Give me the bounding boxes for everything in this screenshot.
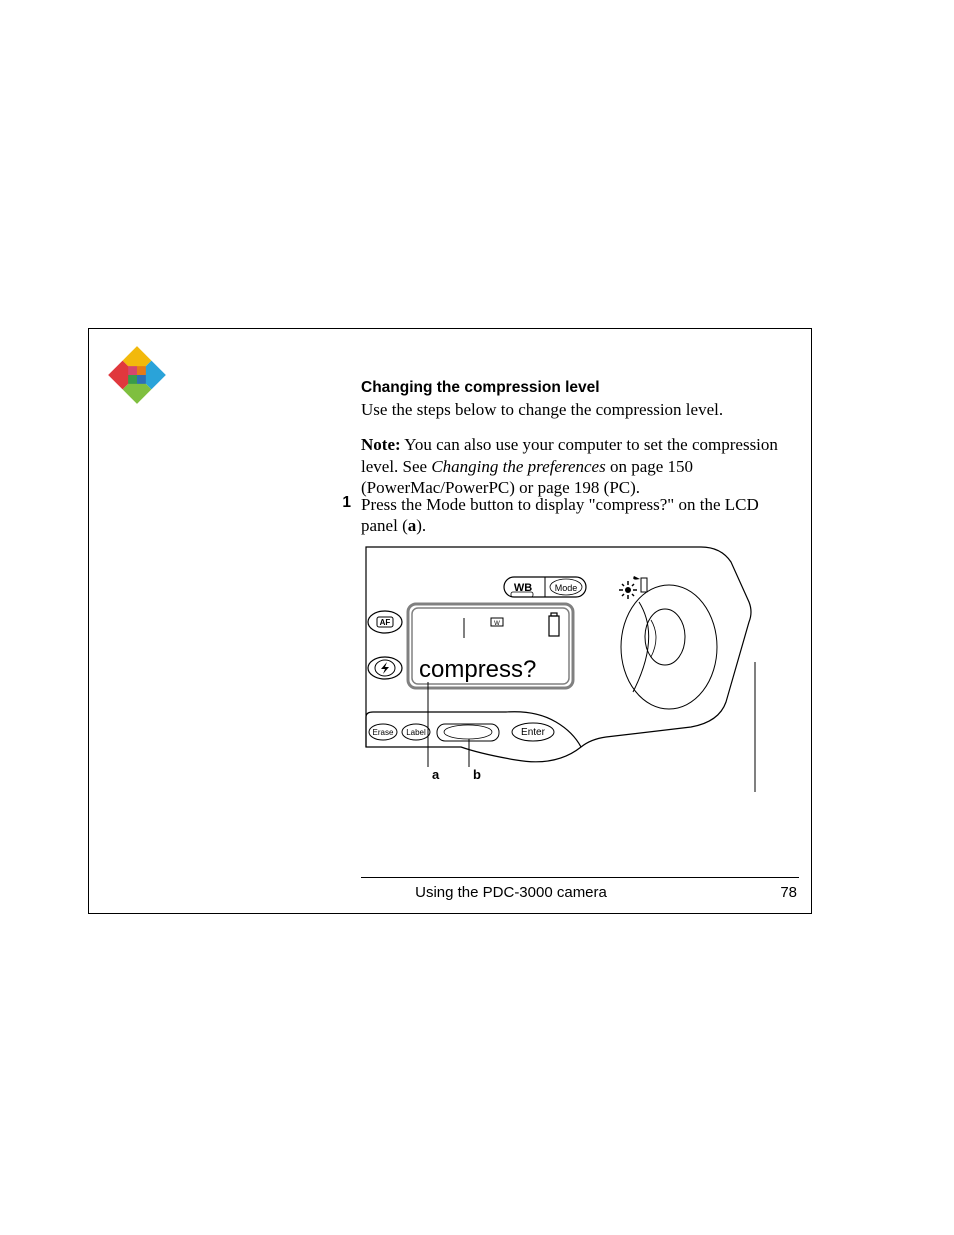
erase-button-label: Erase [373,728,394,737]
page-number: 78 [780,884,797,901]
polaroid-logo-icon [103,341,171,409]
section-heading: Changing the compression level [361,379,801,397]
mode-button-label: Mode [555,583,578,593]
note-italic: Changing the preferences [431,457,605,476]
brightness-icon [619,576,640,599]
note-paragraph: Note: You can also use your computer to … [361,434,801,498]
battery-icon [549,613,559,636]
enter-button-label: Enter [521,727,546,738]
footer-title: Using the PDC-3000 camera [361,884,661,901]
label-button-label: Label [406,728,426,737]
step-callout-ref: a [408,516,417,535]
footer-rule [361,877,799,878]
content-column: Changing the compression level Use the s… [361,379,801,512]
af-button-label: AF [380,618,391,627]
callout-b: b [473,767,481,782]
intro-text: Use the steps below to change the compre… [361,399,801,420]
step-text-2: ). [416,516,426,535]
callout-a: a [432,767,440,782]
step-number: 1 [331,494,351,512]
camera-figure: WB Mode [361,542,756,792]
step-1: 1 Press the Mode button to display "comp… [331,494,801,537]
w-indicator-label: W [494,621,500,627]
flash-icon [381,662,389,674]
page-frame: Changing the compression level Use the s… [88,328,812,914]
note-label: Note: [361,435,401,454]
lcd-text: compress? [419,656,536,683]
step-text: Press the Mode button to display "compre… [361,494,791,537]
